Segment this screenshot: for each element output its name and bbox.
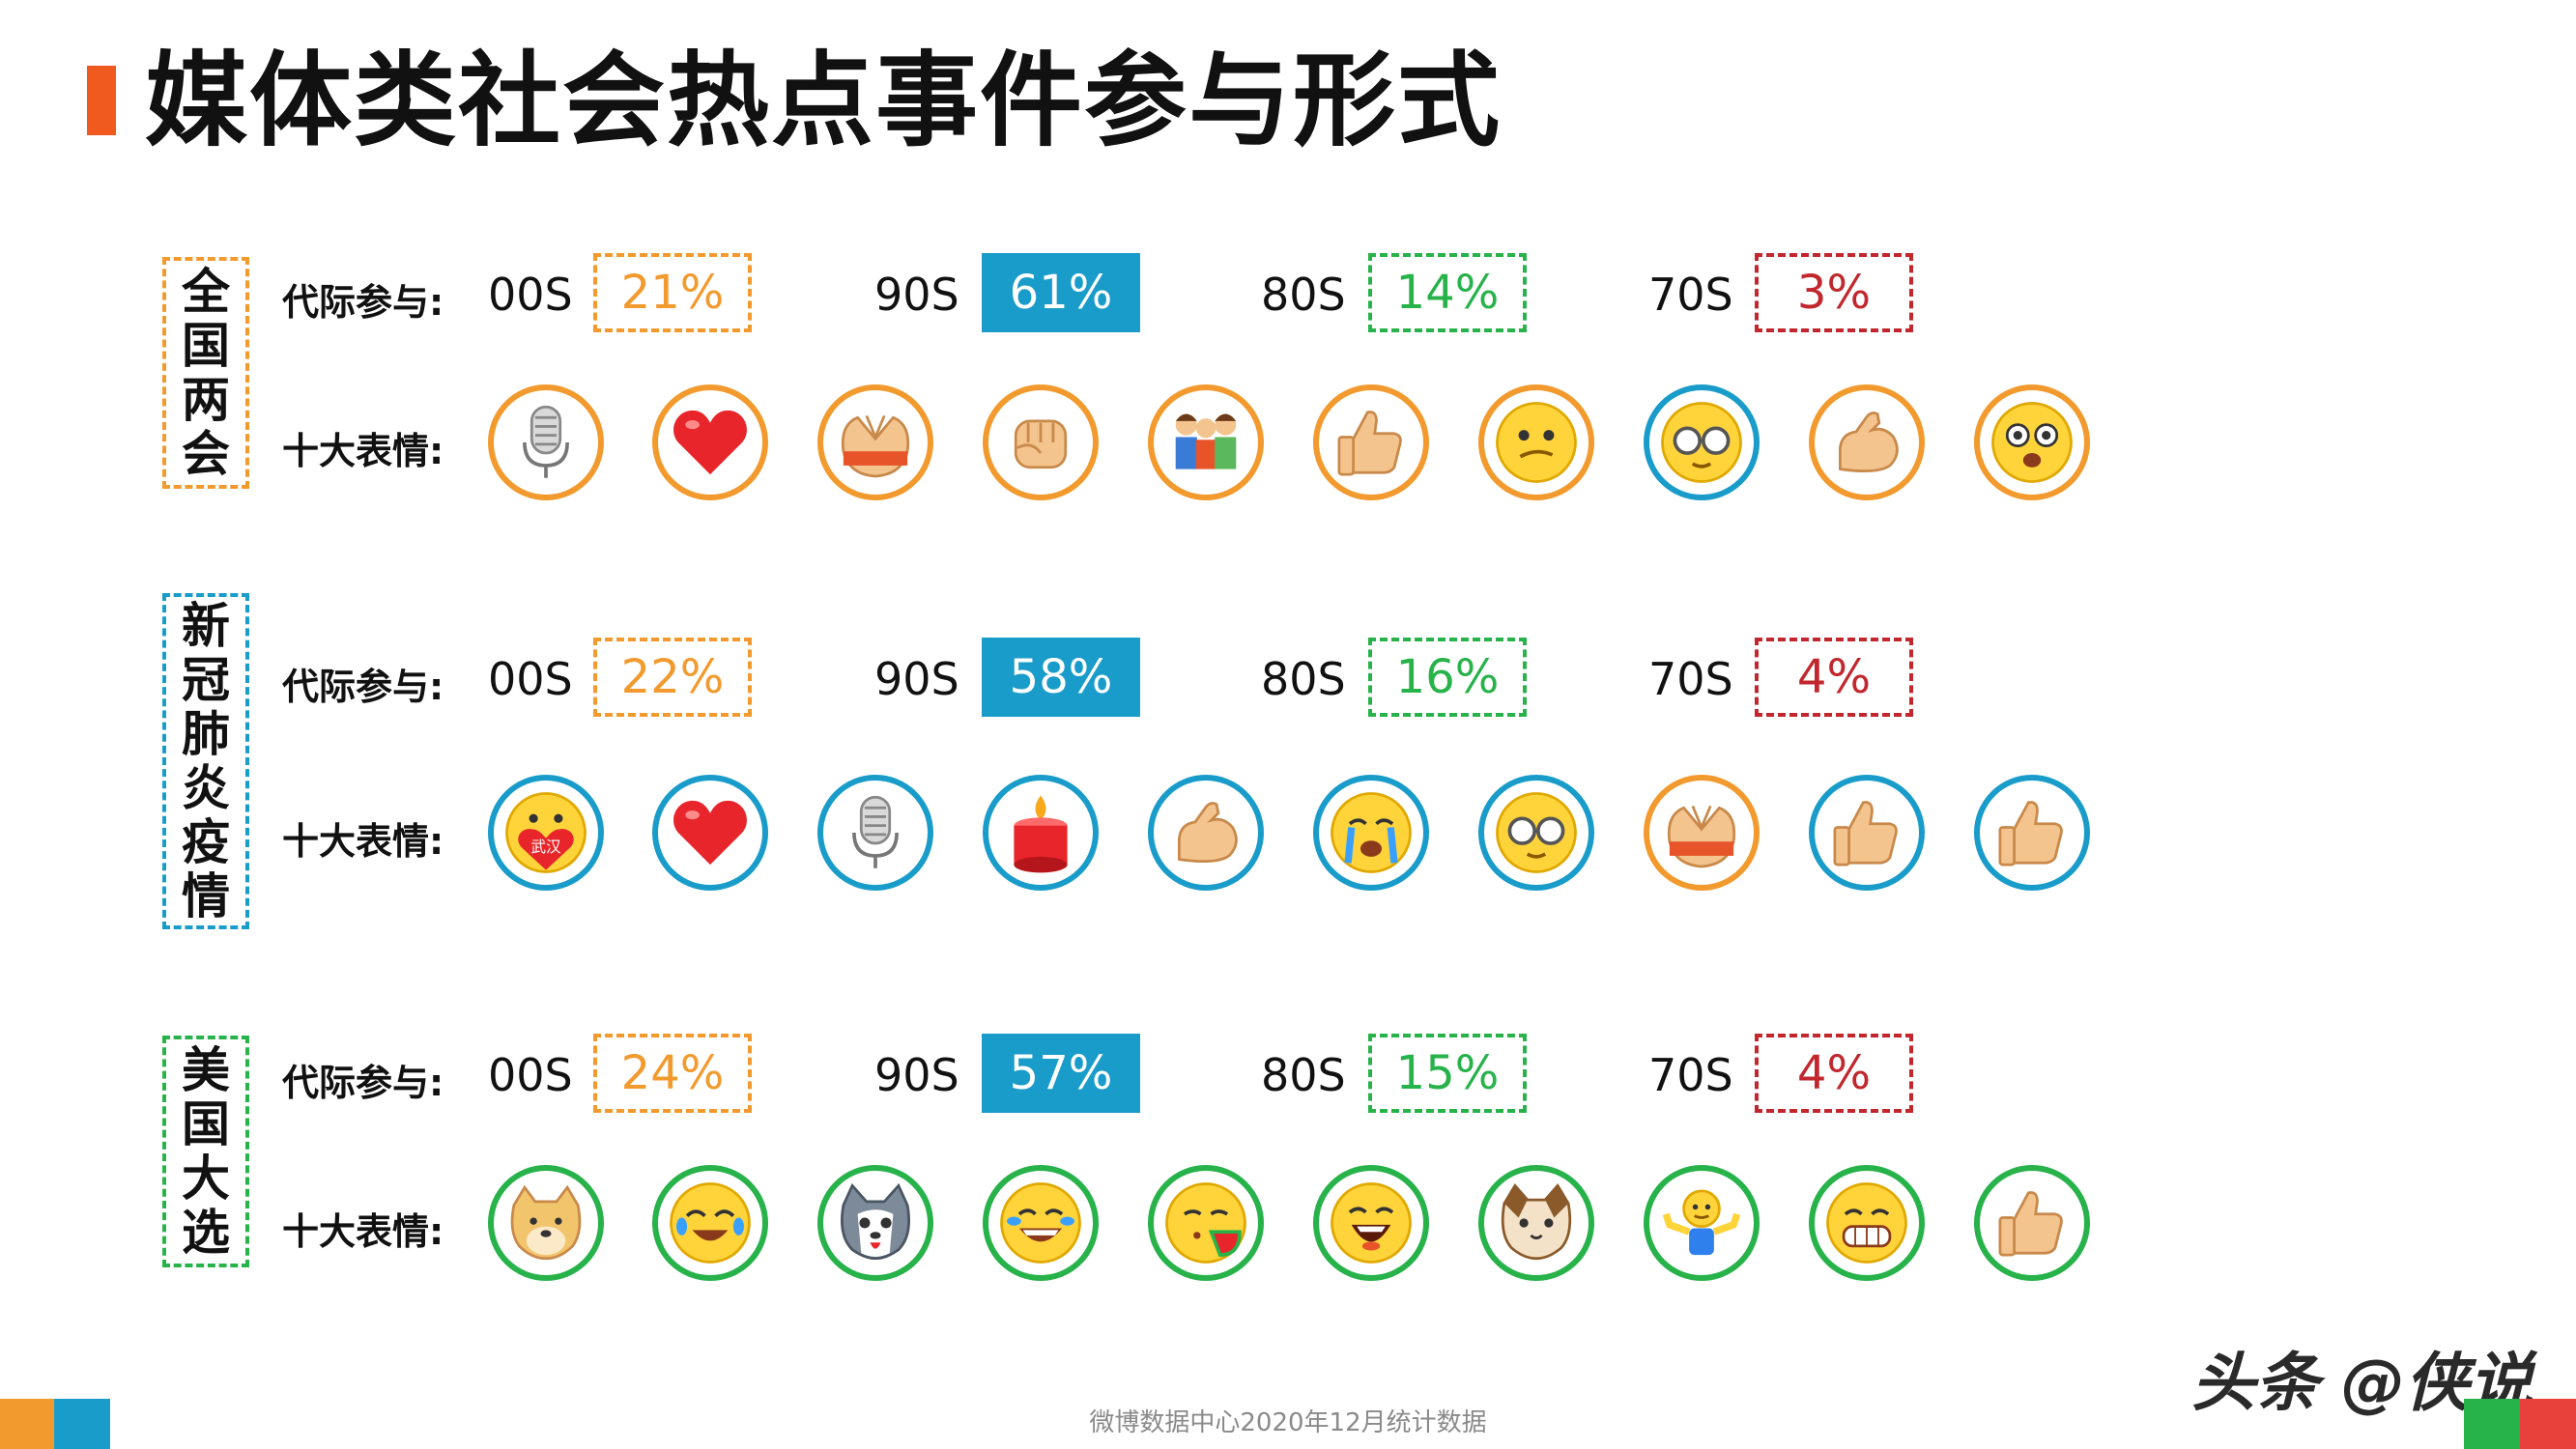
corner-red-block	[2520, 1399, 2576, 1449]
percent-badge: 57%	[982, 1034, 1140, 1113]
thumbs-up-icon	[1974, 775, 2090, 891]
generation-label: 70S	[1648, 1049, 1733, 1101]
emoji-row-label: 十大表情:	[282, 820, 444, 863]
corner-green-block	[2464, 1399, 2520, 1449]
percent-badge: 16%	[1368, 638, 1527, 717]
generation-label: 90S	[874, 653, 959, 705]
generation-label: 70S	[1648, 653, 1733, 705]
melon-eating-face-icon	[1148, 1165, 1264, 1281]
smirk-face-icon	[1478, 384, 1594, 500]
generation-label: 70S	[1648, 269, 1733, 321]
doge-icon	[488, 1165, 604, 1281]
percent-badge: 4%	[1755, 1034, 1913, 1113]
glasses-face-icon	[1478, 775, 1594, 891]
generation-label: 80S	[1261, 653, 1346, 705]
percent-badge: 24%	[593, 1034, 752, 1113]
title-accent-bar	[87, 66, 116, 135]
corner-orange-block	[0, 1399, 54, 1449]
generation-label: 00S	[488, 269, 573, 321]
participation-row-label: 代际参与:	[282, 281, 444, 324]
page-title: 媒体类社会热点事件参与形式	[145, 42, 1502, 160]
percent-badge: 14%	[1368, 253, 1527, 332]
big-laugh-face-icon	[1313, 1165, 1429, 1281]
thumbs-up-icon	[1809, 775, 1925, 891]
tears-of-joy-face-icon	[983, 1165, 1099, 1281]
clasped-hands-icon	[1644, 775, 1760, 891]
generation-label: 00S	[488, 653, 573, 705]
microphone-icon	[488, 384, 604, 500]
emoji-badge-text: 武汉	[530, 838, 561, 856]
heart-icon	[652, 775, 768, 891]
percent-badge: 58%	[982, 638, 1140, 717]
participation-row-label: 代际参与:	[282, 1062, 444, 1104]
source-note: 微博数据中心2020年12月统计数据	[1089, 1408, 1487, 1437]
participation-row-label: 代际参与:	[282, 666, 444, 708]
emoji-row-label: 十大表情:	[282, 430, 444, 472]
flexed-bicep-icon	[1809, 384, 1925, 500]
generation-label: 90S	[874, 1049, 959, 1101]
wuhan-heart-face-icon: 武汉	[488, 775, 604, 891]
generation-label: 80S	[1261, 269, 1346, 321]
emoji-row-label: 十大表情:	[282, 1210, 444, 1253]
section-label: 新冠肺炎疫情	[162, 593, 249, 929]
crying-face-icon	[1313, 775, 1429, 891]
grin-face-icon	[1809, 1165, 1925, 1281]
laughing-tears-face-icon	[652, 1165, 768, 1281]
generation-label: 00S	[488, 1049, 573, 1101]
husky-icon	[817, 1165, 933, 1281]
percent-badge: 22%	[593, 638, 752, 717]
family-icon	[1148, 384, 1264, 500]
cat-face-icon	[1478, 1165, 1594, 1281]
section-label: 美国大选	[162, 1036, 249, 1267]
thumbs-up-icon	[1974, 1165, 2090, 1281]
corner-blue-block	[54, 1399, 110, 1449]
percent-badge: 15%	[1368, 1034, 1527, 1113]
starry-eyes-face-icon	[1974, 384, 2090, 500]
microphone-icon	[817, 775, 933, 891]
generation-label: 90S	[874, 269, 959, 321]
section-label: 全国两会	[162, 257, 249, 489]
percent-badge: 3%	[1755, 253, 1913, 332]
percent-badge: 4%	[1755, 638, 1913, 717]
fist-icon	[983, 384, 1099, 500]
percent-badge: 21%	[593, 253, 752, 332]
thumbs-up-icon	[1313, 384, 1429, 500]
generation-label: 80S	[1261, 1049, 1346, 1101]
heart-icon	[652, 384, 768, 500]
clasped-hands-icon	[817, 384, 933, 500]
candle-icon	[983, 775, 1099, 891]
flexed-bicep-icon	[1148, 775, 1264, 891]
percent-badge: 61%	[982, 253, 1140, 332]
shrug-icon	[1644, 1165, 1760, 1281]
glasses-face-icon	[1644, 384, 1760, 500]
